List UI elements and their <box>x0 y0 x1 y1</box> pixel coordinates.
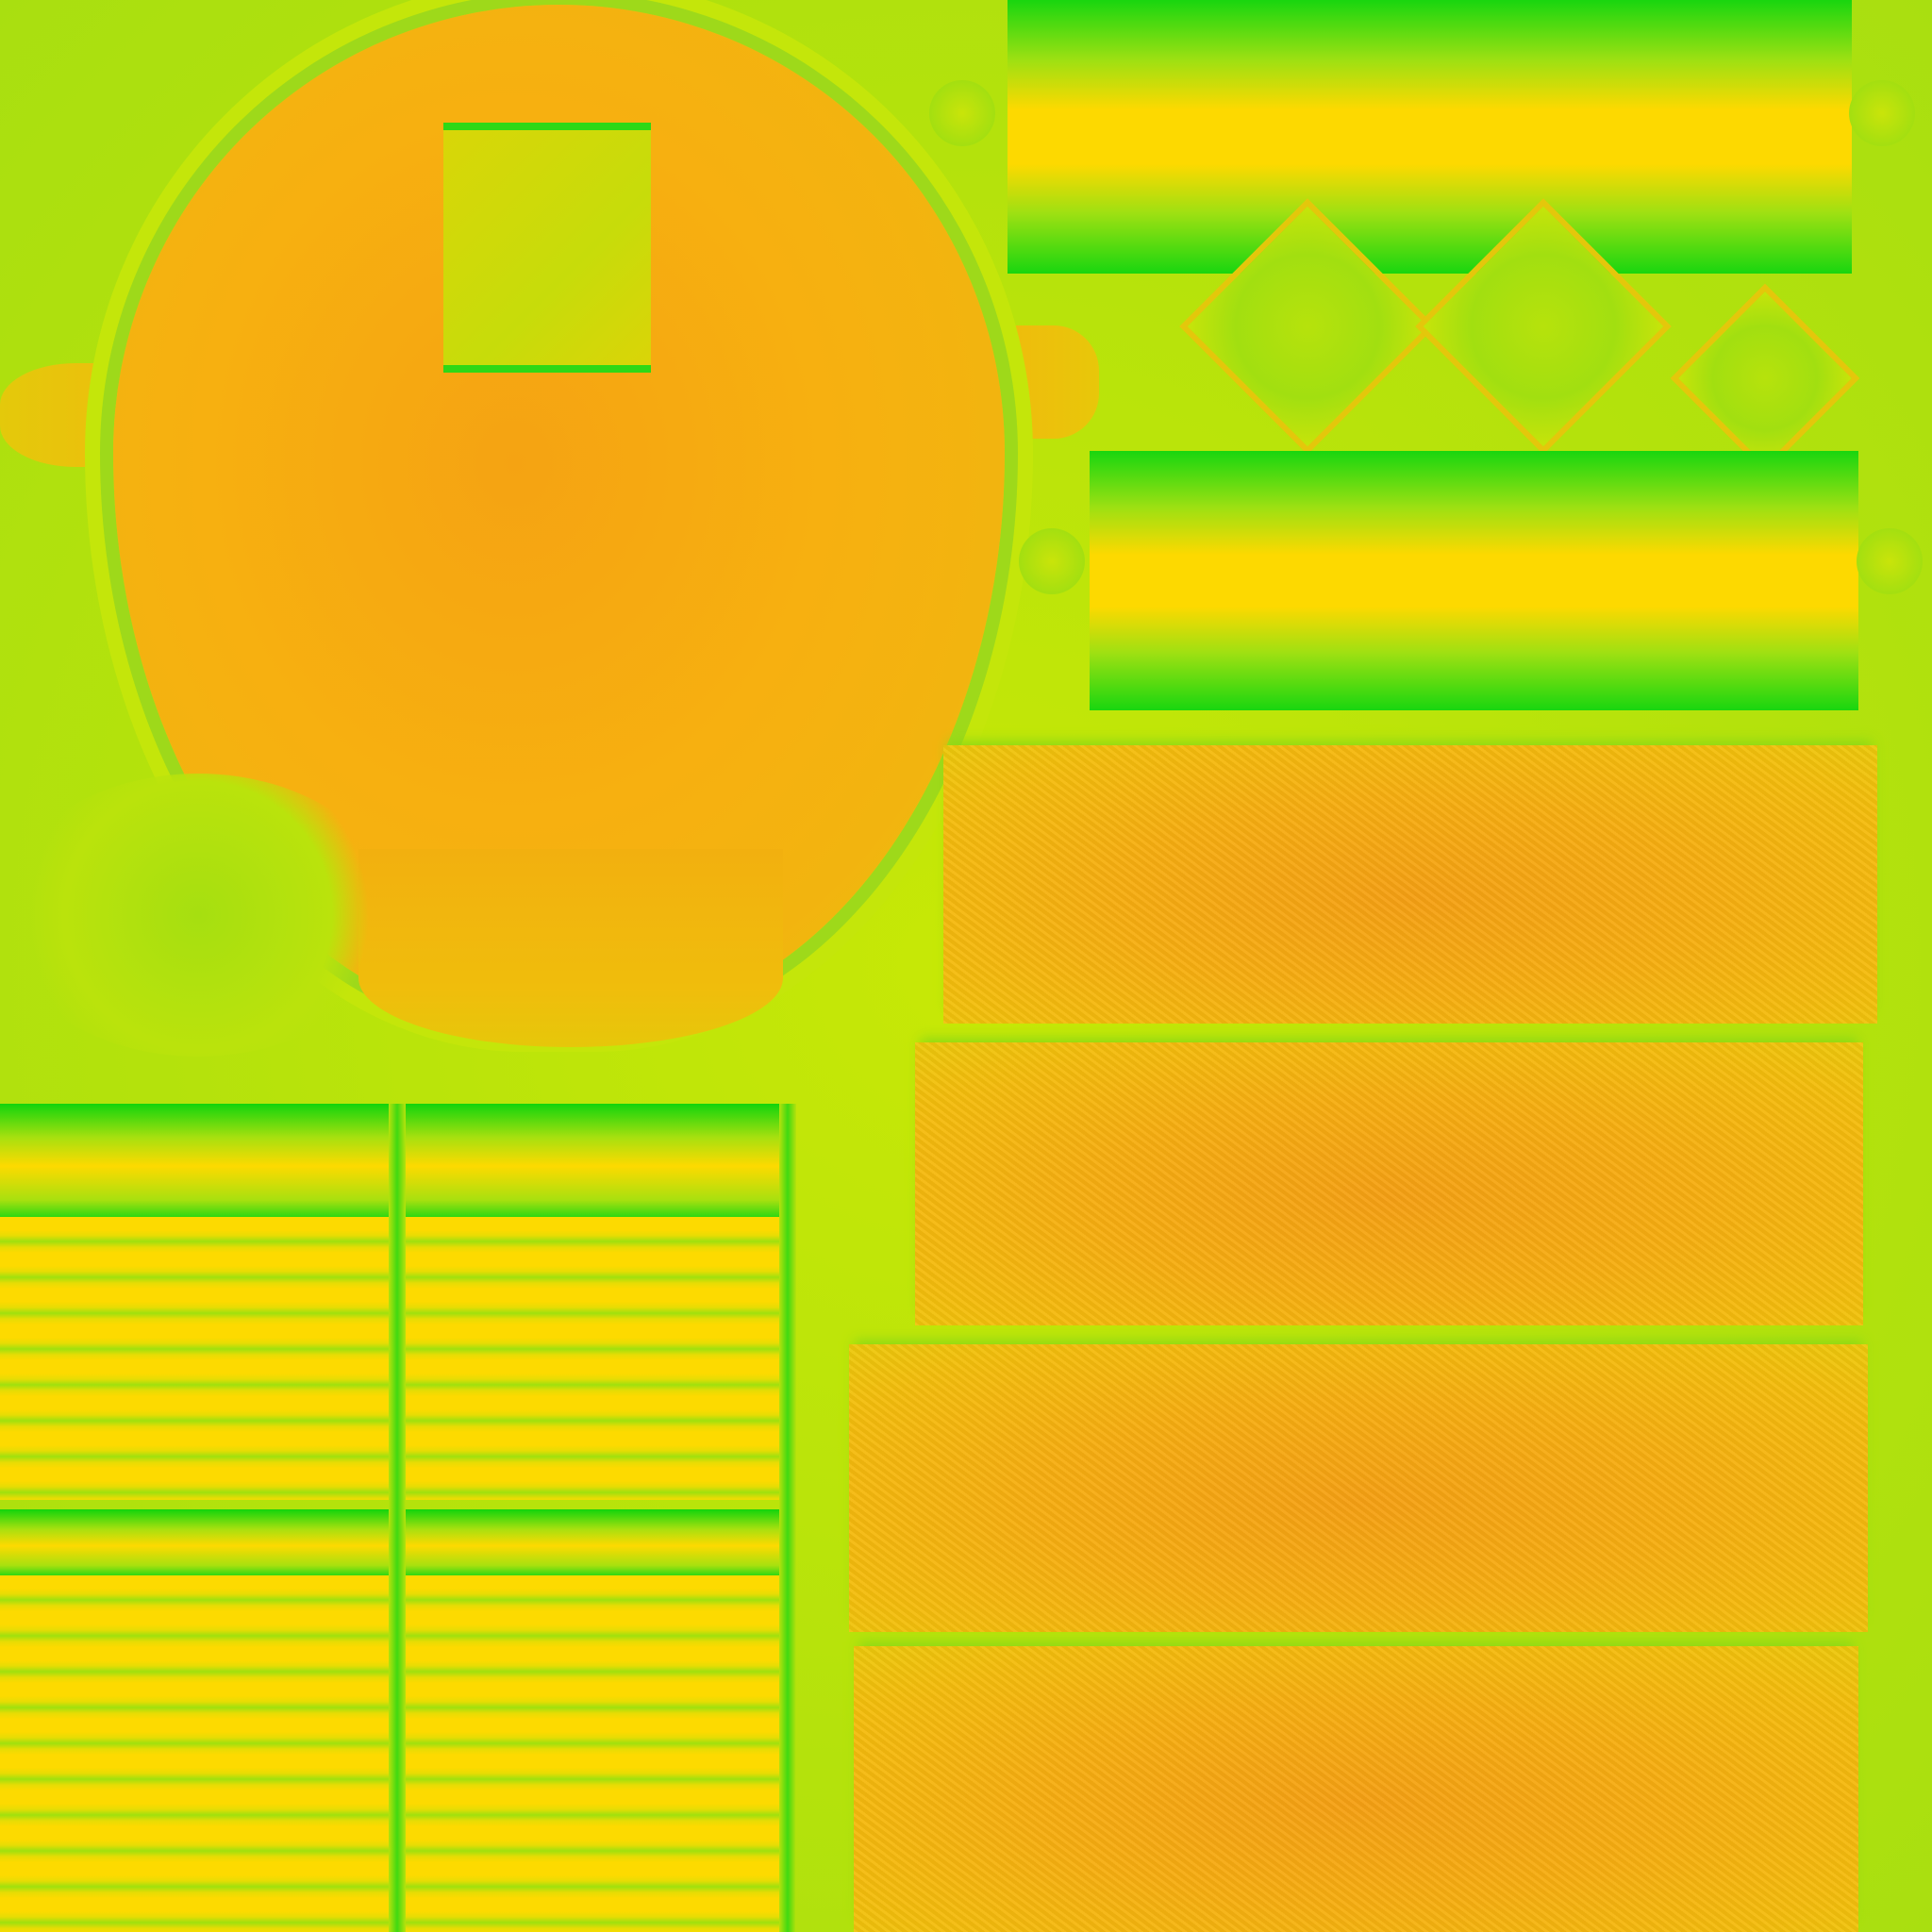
panel-seam <box>779 1104 796 1932</box>
textured-slab-1 <box>943 745 1877 1024</box>
top-band-2 <box>1090 451 1858 710</box>
band-cap <box>1857 528 1923 594</box>
textured-slab-4 <box>854 1646 1858 1932</box>
filler-patch <box>0 774 396 1057</box>
diamond-patch <box>1670 283 1860 474</box>
round-patch-stem <box>358 849 783 1047</box>
band-cap <box>1019 528 1085 594</box>
textured-slab-3 <box>849 1344 1868 1632</box>
band-cap <box>1849 80 1915 146</box>
round-patch-cutout <box>443 123 651 373</box>
top-band-1 <box>1008 0 1852 274</box>
band-cap <box>929 80 995 146</box>
panel-seam <box>389 1104 406 1932</box>
textured-slab-2 <box>915 1042 1863 1325</box>
round-patch-right-tab <box>986 325 1099 439</box>
